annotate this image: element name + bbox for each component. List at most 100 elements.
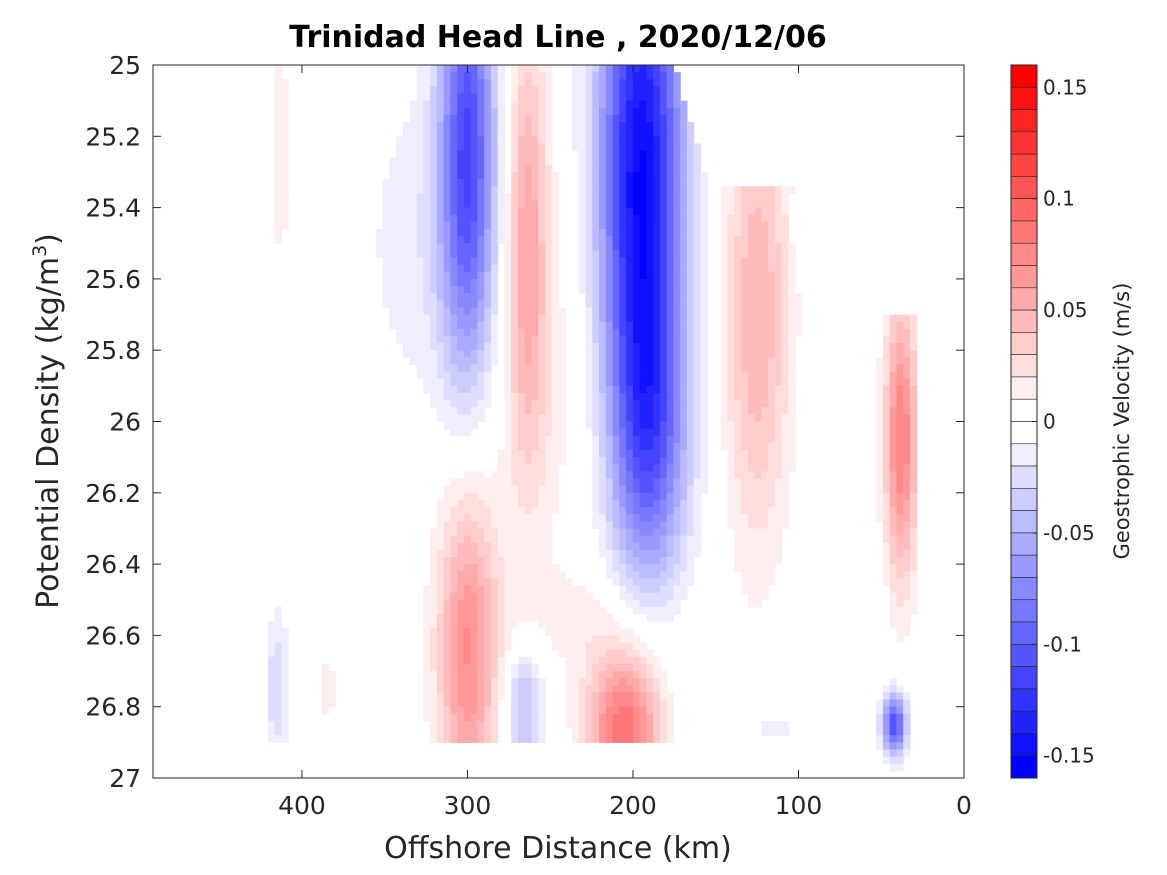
contour-cell [605,471,614,480]
contour-cell [497,72,506,80]
contour-cell [382,186,391,194]
contour-cell [443,528,451,537]
contour-cell [882,492,891,501]
contour-cell [909,514,918,522]
contour-cell [531,214,539,223]
contour-cell [450,528,458,537]
contour-cell [470,400,478,408]
contour-cell [612,79,620,87]
contour-cell [477,571,485,579]
contour-cell [903,435,911,444]
contour-cell [747,592,756,601]
contour-cell [768,571,776,579]
contour-cell [463,214,472,223]
contour-cell [517,114,526,123]
contour-cell [659,321,668,330]
contour-cell [531,100,539,109]
contour-cell [632,663,641,672]
contour-cell [632,514,641,522]
contour-cell [599,528,607,537]
contour-cell [747,278,756,287]
contour-cell [511,485,519,494]
contour-cell [538,371,546,380]
contour-cell [504,385,512,394]
contour-cell [740,371,749,380]
contour-cell [504,535,512,544]
contour-cell [504,278,512,287]
contour-cell [531,193,539,202]
contour-cell [382,286,391,294]
contour-cell [740,535,749,544]
contour-cell [490,521,499,530]
contour-cell [889,400,898,408]
contour-cell [626,228,634,237]
contour-cell [524,592,533,601]
contour-cell [626,507,634,515]
contour-cell [477,471,485,480]
contour-cell [646,528,654,537]
contour-cell [909,378,918,387]
contour-cell [585,606,593,615]
contour-cell [457,678,465,686]
y-tick-label: 25.8 [85,336,141,365]
contour-cell [551,350,560,358]
contour-cell [612,65,620,73]
contour-cell [626,378,634,387]
contour-cell [470,150,478,159]
contour-cell [572,720,580,729]
contour-cell [450,649,458,658]
contour-cell [882,428,891,437]
contour-cell [436,564,445,572]
contour-cell [457,86,465,95]
contour-cell [578,65,587,73]
contour-cell [653,79,661,87]
contour-cell [477,171,485,180]
contour-cell [430,114,438,123]
contour-cell [443,735,451,743]
contour-cell [544,328,553,337]
contour-cell [430,671,438,679]
contour-cell [531,542,539,551]
contour-cell [517,186,526,194]
contour-cell [666,450,674,458]
contour-cell [605,421,614,430]
contour-cell [592,136,600,145]
contour-cell [632,728,641,736]
contour-cell [423,107,431,116]
contour-cell [531,678,539,686]
contour-cell [754,328,762,337]
contour-cell [605,628,614,636]
contour-cell [517,599,526,608]
contour-cell [538,200,546,209]
contour-cell [612,400,620,408]
contour-cell [484,706,492,715]
contour-cell [632,114,641,123]
contour-cell [484,735,492,743]
contour-cell [619,114,627,123]
contour-cell [768,485,776,494]
contour-cell [389,314,397,323]
contour-cell [639,100,647,109]
contour-cell [538,193,546,202]
contour-cell [403,271,411,280]
contour-cell [558,435,566,444]
contour-cell [626,635,634,644]
colorbar-tick-label: 0.05 [1043,298,1088,322]
contour-cell [457,186,465,194]
contour-cell [274,72,283,80]
contour-cell [416,200,424,209]
contour-cell [599,428,607,437]
contour-cell [592,72,600,80]
contour-cell [903,421,911,430]
contour-cell [463,257,472,266]
contour-cell [727,385,735,394]
contour-cell [524,79,533,87]
contour-cell [605,86,614,95]
contour-cell [740,457,749,465]
contour-cell [605,720,614,729]
contour-cell [626,735,634,743]
contour-cell [524,556,533,565]
contour-cell [551,221,560,230]
contour-cell [585,678,593,686]
contour-cell [477,556,485,565]
